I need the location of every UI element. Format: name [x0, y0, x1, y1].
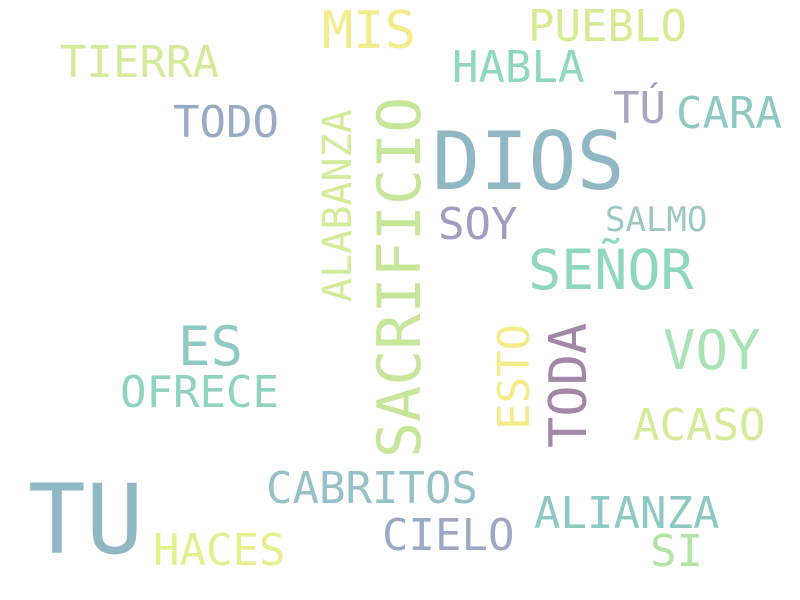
word-mis: MIS — [322, 1, 416, 61]
word-habla: HABLA — [452, 42, 585, 93]
word-acaso: ACASO — [633, 400, 766, 451]
word-si: SI — [650, 526, 703, 577]
word-senor: SEÑOR — [528, 238, 694, 302]
word-cara: CARA — [676, 88, 782, 139]
word-cielo: CIELO — [382, 510, 515, 561]
word-salmo: SALMO — [605, 200, 708, 240]
word-alabanza: ALABANZA — [315, 109, 361, 302]
word-ofrece: OFRECE — [120, 367, 279, 418]
word-sacrificio: SACRIFICIO — [365, 96, 435, 458]
word-es: ES — [178, 315, 244, 378]
word-voy: VOY — [663, 319, 761, 382]
word-alianza: ALIANZA — [534, 488, 720, 539]
word-esto: ESTO — [489, 324, 540, 430]
word-tu: TU — [28, 464, 144, 576]
word-soy: SOY — [438, 199, 518, 250]
word-cabritos: CABRITOS — [266, 463, 478, 514]
word-toda: TODA — [539, 322, 599, 448]
word-dios: DIOS — [432, 115, 625, 208]
word-haces: HACES — [153, 525, 286, 576]
word-pueblo: PUEBLO — [528, 1, 687, 52]
word-tu-accent: TÚ — [613, 83, 666, 134]
word-tierra: TIERRA — [60, 37, 219, 88]
word-todo: TODO — [173, 97, 279, 148]
